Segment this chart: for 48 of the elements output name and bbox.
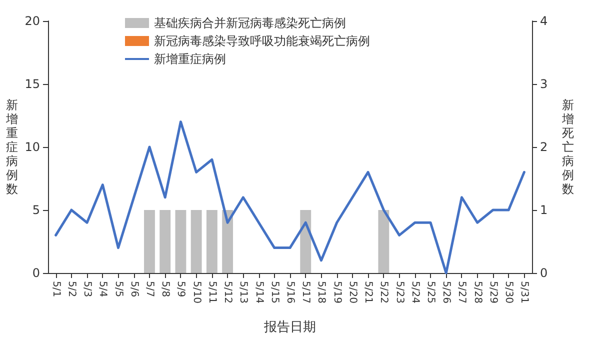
x-tick-label: 5/11: [206, 281, 218, 304]
y-tick-label: 20: [24, 14, 40, 28]
x-tick-label: 5/28: [472, 281, 483, 304]
y-tick-label: 10: [24, 140, 40, 154]
x-tick-label: 5/27: [456, 281, 468, 304]
x-tick-label: 5/4: [97, 281, 108, 298]
line-series: [54, 120, 526, 274]
x-tick-label: 5/1: [50, 281, 62, 298]
x-tick-label: 5/25: [425, 281, 436, 304]
y2-tick-label: 4: [540, 14, 548, 28]
x-tick-label: 5/16: [284, 281, 296, 304]
x-tick-label: 5/21: [362, 281, 374, 304]
x-axis-title: 报告日期: [263, 320, 316, 335]
x-tick-label: 5/12: [222, 281, 234, 304]
legend-label: 新冠病毒感染导致呼吸功能衰竭死亡病例: [154, 34, 370, 48]
x-tick-label: 5/23: [394, 281, 405, 304]
x-tick-label: 5/22: [378, 281, 390, 304]
x-tick-label: 5/17: [300, 281, 312, 304]
y2-axis-title: 新增死亡病例数: [561, 98, 574, 196]
x-tick-label: 5/29: [487, 281, 498, 304]
x-tick-label: 5/9: [175, 281, 186, 298]
x-tick-label: 5/31: [518, 281, 530, 304]
x-tick-label: 5/3: [82, 281, 93, 298]
legend-label: 新增重症病例: [154, 52, 226, 66]
x-tick-label: 5/15: [268, 281, 280, 304]
x-tick-label: 5/19: [331, 281, 342, 304]
x-tick-label: 5/24: [409, 281, 420, 304]
x-tick-label: 5/10: [190, 281, 202, 304]
y2-tick-label: 0: [540, 266, 548, 280]
x-tick-label: 5/8: [160, 281, 171, 298]
x-tick-label: 5/2: [66, 281, 77, 298]
x-tick-label: 5/7: [144, 281, 155, 298]
y-tick-label: 15: [24, 77, 40, 91]
x-tick-label: 5/14: [253, 281, 264, 304]
x-tick-label: 5/13: [238, 281, 249, 304]
x-tick-label: 5/30: [503, 281, 514, 304]
x-tick-label: 5/5: [112, 281, 124, 298]
x-tick-label: 5/20: [346, 281, 358, 304]
legend-label: 基础疾病合并新冠病毒感染死亡病例: [154, 16, 346, 30]
y-tick-label: 5: [32, 203, 40, 217]
y2-tick-label: 2: [540, 140, 548, 154]
y-tick-label: 0: [32, 266, 40, 280]
y2-tick-label: 3: [540, 77, 548, 91]
x-tick-label: 5/6: [128, 281, 140, 298]
y-axis-title: 新增重症病例数: [5, 98, 18, 196]
x-tick-label: 5/18: [316, 281, 327, 304]
x-tick-label: 5/26: [440, 281, 452, 304]
y2-tick-label: 1: [540, 203, 548, 217]
